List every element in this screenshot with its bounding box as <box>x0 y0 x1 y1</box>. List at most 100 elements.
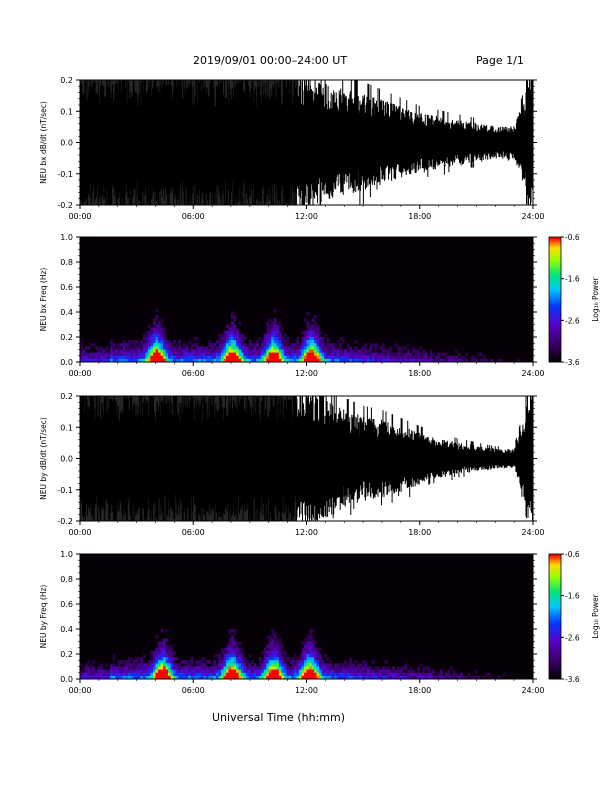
spectrogram-cell <box>200 358 204 363</box>
spectrogram-cell <box>271 663 275 667</box>
spectrogram-cell <box>301 647 305 652</box>
spectrogram-cell <box>220 333 224 338</box>
x-tick-label: 00:00 <box>68 686 91 695</box>
x-tick-label: 06:00 <box>182 528 205 537</box>
y-tick-label: -0.1 <box>57 170 73 179</box>
spectrogram-cell <box>223 330 227 335</box>
spectrogram-cell <box>85 669 88 674</box>
spectrogram-cell <box>271 675 275 680</box>
spectrogram-cell <box>359 355 363 360</box>
spectrogram-cell <box>278 337 282 341</box>
spectrogram-cell <box>195 337 199 341</box>
colorbar-step <box>549 266 561 269</box>
spectrogram-cell <box>87 672 91 677</box>
spectrogram-cell <box>183 675 186 680</box>
spectrogram-cell <box>349 352 353 357</box>
spectrogram-cell <box>311 654 315 658</box>
spectrogram-cell <box>298 355 302 360</box>
spectrogram-cell <box>256 340 259 344</box>
spectrogram-cell <box>168 644 171 649</box>
spectrogram-cell <box>321 663 325 667</box>
spectrogram-cell <box>205 669 209 674</box>
colorbar-step <box>549 643 561 647</box>
spectrogram-cell <box>110 343 114 347</box>
spectrogram-cell <box>311 644 315 649</box>
spectrogram-cell <box>160 660 164 664</box>
spectrogram-cell <box>293 669 297 674</box>
spectrogram-cell <box>251 666 254 670</box>
spectrogram-cell <box>152 327 156 332</box>
spectrogram-cell <box>263 660 267 664</box>
spectrogram-cell <box>105 355 108 360</box>
spectrogram-cell <box>236 343 239 347</box>
spectrogram-cell <box>309 349 312 353</box>
spectrogram-cell <box>306 675 310 680</box>
spectrogram-cell <box>283 355 287 360</box>
spectrogram-cell <box>402 355 405 360</box>
spectrogram-cell <box>165 675 169 680</box>
spectrogram-cell <box>412 355 416 360</box>
spectrogram-cell <box>155 657 159 661</box>
spectrogram-cell <box>163 641 166 645</box>
spectrogram-cell <box>170 358 174 363</box>
spectrogram-cell <box>258 337 262 341</box>
spectrogram-cell <box>225 657 229 661</box>
spectrogram-cell <box>195 666 199 670</box>
spectrogram-cell <box>170 654 174 658</box>
spectrogram-cell <box>220 647 224 652</box>
spectrogram-cell <box>256 355 259 360</box>
spectrogram-cell <box>170 647 174 652</box>
spectrogram-cell <box>223 343 227 347</box>
spectrogram-cell <box>140 352 144 357</box>
spectrogram-cell <box>243 663 247 667</box>
spectrogram-cell <box>155 340 159 344</box>
spectrogram-cell <box>180 666 184 670</box>
colorbar-step <box>549 668 561 672</box>
spectrogram-cell <box>170 644 174 649</box>
spectrogram-cell <box>329 352 332 357</box>
spectrogram-cell <box>263 355 267 360</box>
spectrogram-cell <box>278 672 282 677</box>
y-tick-label: 0.0 <box>60 455 73 464</box>
spectrogram-cell <box>271 340 275 344</box>
spectrogram-cell <box>387 358 390 363</box>
spectrogram-cell <box>160 669 164 674</box>
spectrogram-cell <box>273 333 277 338</box>
spectrogram-cell <box>303 343 307 347</box>
spectrogram-cell <box>137 666 141 670</box>
spectrogram-cell <box>122 349 126 353</box>
spectrogram-cell <box>349 349 353 353</box>
spectrogram-cell <box>132 343 136 347</box>
spectrogram-cell <box>276 327 280 332</box>
spectrogram-cell <box>374 675 378 680</box>
spectrogram-cell <box>314 315 317 319</box>
spectrogram-cell <box>145 355 149 360</box>
spectrogram-cell <box>298 352 302 357</box>
spectrogram-cell <box>414 352 418 357</box>
spectrogram-cell <box>339 346 343 350</box>
spectrogram-cell <box>125 358 129 363</box>
spectrogram-cell <box>155 672 159 677</box>
spectrogram-cell <box>321 352 325 357</box>
spectrogram-cell <box>354 358 358 363</box>
spectrogram-cell <box>107 352 111 357</box>
spectrogram-cell <box>296 660 300 664</box>
spectrogram-cell <box>427 675 431 680</box>
y-axis-label: NEU bx Freq (Hz) <box>39 268 48 332</box>
spectrogram-cell <box>205 352 209 357</box>
spectrogram-cell <box>387 355 390 360</box>
spectrogram-cell <box>152 321 156 325</box>
spectrogram-cell <box>339 355 343 360</box>
spectrogram-cell <box>246 663 249 667</box>
y-tick-label: 0.4 <box>60 625 73 634</box>
spectrogram-cell <box>122 675 126 680</box>
spectrogram-cell <box>100 355 103 360</box>
colorbar-step <box>549 641 561 644</box>
spectrogram-cell <box>163 333 166 338</box>
spectrogram-cell <box>137 355 141 360</box>
spectrogram-cell <box>407 355 410 360</box>
spectrogram-cell <box>110 349 114 353</box>
spectrogram-cell <box>175 675 179 680</box>
spectrogram-cell <box>268 318 272 322</box>
spectrogram-cell <box>465 358 468 363</box>
